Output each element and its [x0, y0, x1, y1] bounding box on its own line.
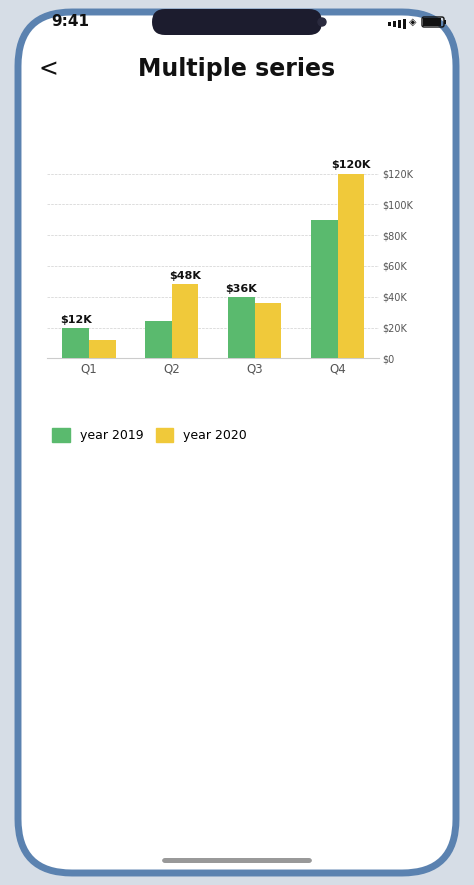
- Bar: [228, 296, 255, 358]
- Bar: [337, 173, 364, 358]
- Bar: [89, 340, 116, 358]
- Text: ◈: ◈: [409, 17, 417, 27]
- Bar: [146, 321, 172, 358]
- Text: Multiple series: Multiple series: [138, 57, 336, 81]
- Text: 9:41: 9:41: [51, 14, 89, 29]
- Legend: year 2019, year 2020: year 2019, year 2020: [47, 423, 252, 447]
- Text: $12K: $12K: [60, 314, 91, 325]
- Text: $120K: $120K: [331, 160, 371, 171]
- FancyBboxPatch shape: [393, 21, 396, 27]
- Bar: [172, 284, 199, 358]
- Text: $36K: $36K: [226, 284, 257, 294]
- Bar: [63, 327, 89, 358]
- Text: $48K: $48K: [169, 272, 201, 281]
- FancyBboxPatch shape: [403, 19, 406, 29]
- FancyBboxPatch shape: [444, 20, 446, 24]
- FancyBboxPatch shape: [423, 18, 441, 26]
- FancyBboxPatch shape: [388, 22, 391, 26]
- FancyBboxPatch shape: [162, 858, 312, 863]
- FancyBboxPatch shape: [398, 20, 401, 28]
- Circle shape: [318, 18, 326, 26]
- FancyBboxPatch shape: [18, 12, 456, 873]
- Bar: [255, 303, 281, 358]
- Bar: [311, 219, 337, 358]
- FancyBboxPatch shape: [152, 9, 322, 35]
- Text: <: <: [38, 57, 58, 81]
